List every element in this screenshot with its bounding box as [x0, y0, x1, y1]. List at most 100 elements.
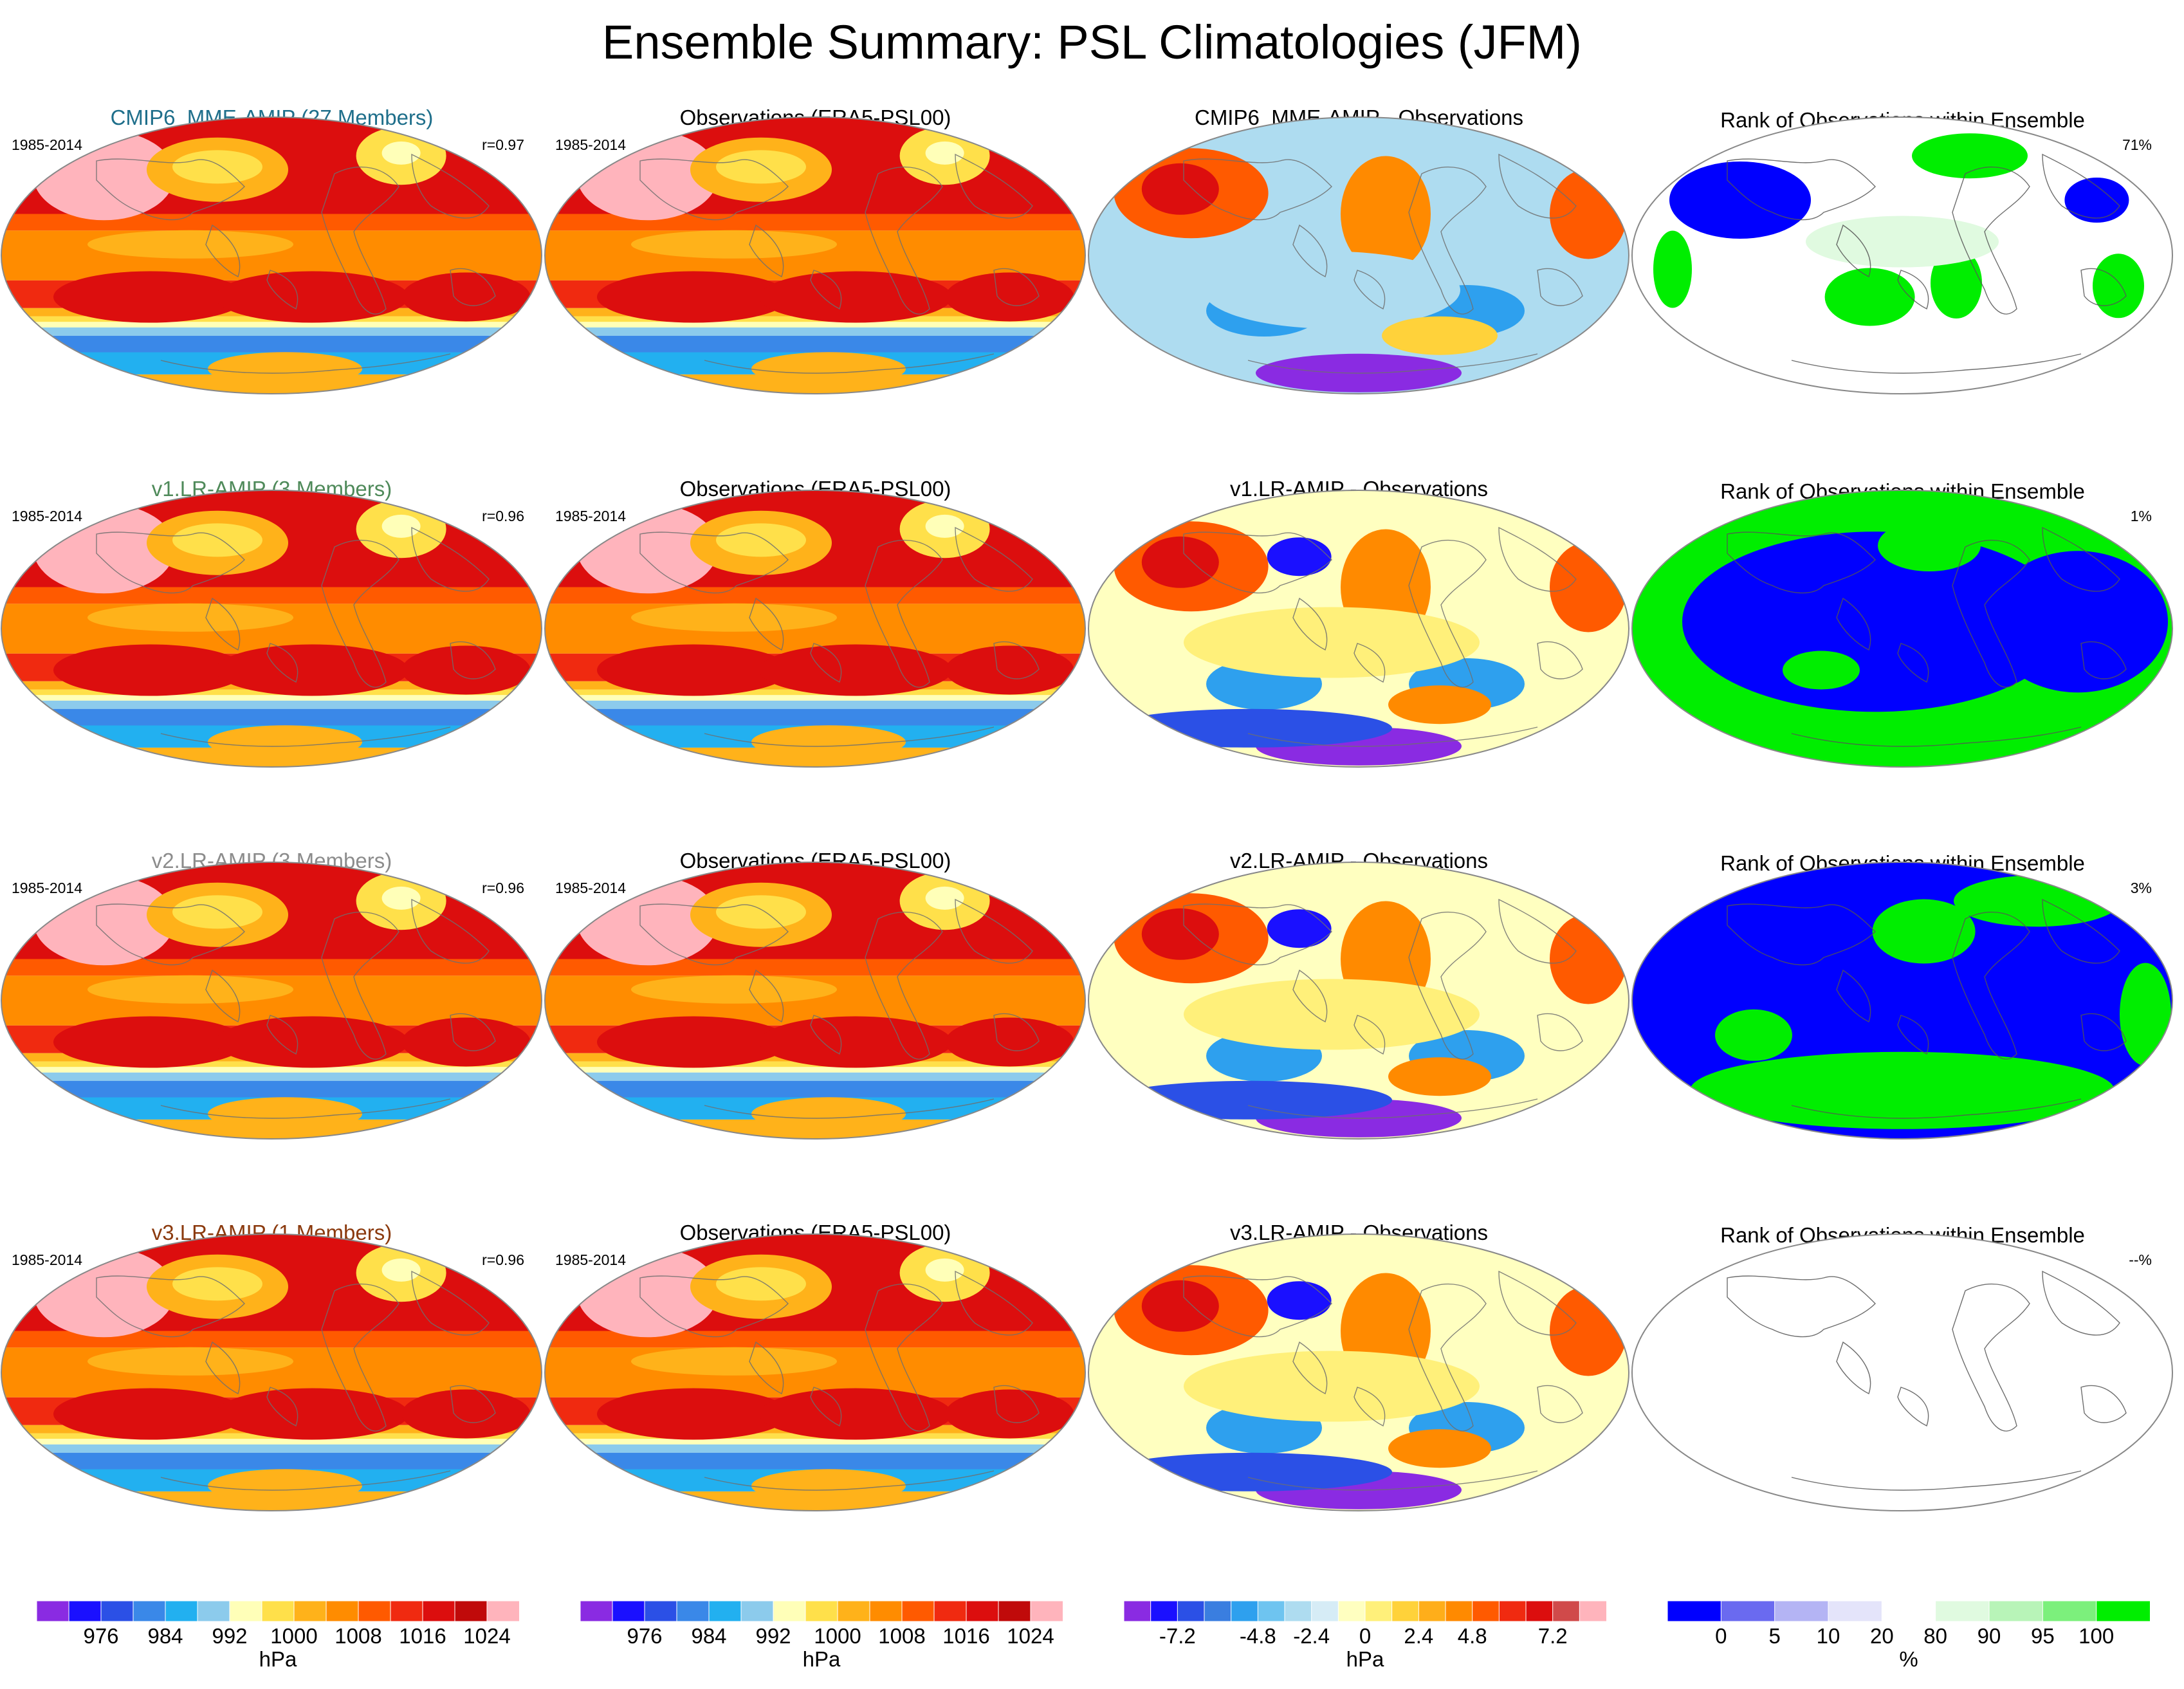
- colorbar-swatch: [1525, 1601, 1554, 1621]
- colorbar: [37, 1601, 519, 1621]
- coastline: [865, 1283, 943, 1432]
- observations-period-label: 1985-2014: [555, 1251, 626, 1268]
- difference-feature: [1109, 1452, 1392, 1491]
- colorbar-tick-label: 1016: [399, 1624, 446, 1648]
- difference-feature: [1141, 163, 1219, 215]
- colorbar-tick-label: 984: [147, 1624, 183, 1648]
- colorbar-tick-label: 7.2: [1537, 1624, 1568, 1648]
- coastline-group: [96, 1270, 496, 1491]
- psl-feature: [759, 1016, 952, 1068]
- psl-band: [545, 708, 1085, 726]
- coastline-group: [1183, 153, 1583, 374]
- psl-feature: [216, 644, 408, 696]
- coastline: [1498, 153, 1577, 219]
- colorbar-swatch: [869, 1601, 903, 1621]
- coastline: [411, 898, 490, 964]
- map-border: [1088, 116, 1629, 394]
- coastline: [993, 268, 1040, 306]
- difference-field: [1088, 1234, 1629, 1511]
- psl-feature: [381, 1258, 421, 1282]
- coastline: [96, 903, 245, 966]
- colorbar-tick-label: 0: [1359, 1624, 1372, 1648]
- coastline: [205, 1341, 241, 1394]
- colorbar-swatch: [1284, 1601, 1312, 1621]
- coastline-group: [96, 898, 496, 1119]
- psl-feature: [401, 1017, 531, 1067]
- pattern-correlation-label: r=0.96: [482, 1251, 524, 1268]
- colorbar-swatch: [901, 1601, 935, 1621]
- coastline: [2042, 1270, 2120, 1336]
- coastline: [1836, 969, 1871, 1022]
- psl-feature: [208, 1097, 362, 1131]
- rank-field: [1632, 862, 2172, 1139]
- colorbar-tick-label: 80: [1923, 1624, 1948, 1648]
- coastline: [1897, 1015, 1929, 1055]
- psl-band: [1, 700, 542, 709]
- coastline: [266, 1015, 298, 1055]
- colorbar-swatch: [580, 1601, 613, 1621]
- colorbar-unit-label: hPa: [1346, 1647, 1384, 1671]
- coastline: [1354, 270, 1386, 309]
- map-border: [544, 862, 1086, 1140]
- coastline: [955, 1270, 1033, 1336]
- coastline: [1292, 969, 1328, 1022]
- difference-feature: [1382, 316, 1498, 355]
- psl-feature: [216, 271, 408, 323]
- coastline: [1183, 158, 1332, 221]
- colorbar-swatch: [1472, 1601, 1500, 1621]
- difference-feature: [1388, 1057, 1491, 1096]
- psl-feature: [716, 1267, 806, 1301]
- coastline: [2042, 526, 2120, 592]
- psl-feature: [945, 1389, 1074, 1439]
- psl-feature: [716, 523, 806, 557]
- climatology-map-panel: [1, 490, 542, 768]
- colorbar-swatch: [197, 1601, 230, 1621]
- coastline: [704, 726, 995, 747]
- climatology-field: [1, 117, 542, 394]
- psl-feature: [597, 271, 790, 323]
- model-period-label: 1985-2014: [12, 1251, 82, 1268]
- psl-band: [545, 1439, 1085, 1444]
- rank-map-panel: [1631, 1233, 2173, 1511]
- coastline: [1247, 353, 1538, 374]
- psl-feature: [401, 272, 531, 322]
- psl-feature: [597, 1388, 790, 1440]
- pattern-correlation-label: r=0.97: [482, 136, 524, 153]
- map-border: [1, 490, 542, 768]
- observations-period-label: 1985-2014: [555, 508, 626, 524]
- colorbar-swatch: [1231, 1601, 1259, 1621]
- coastline: [1727, 158, 1876, 221]
- map-border: [544, 116, 1086, 394]
- coastline: [160, 353, 451, 374]
- coastline-group: [1183, 898, 1583, 1119]
- psl-feature: [945, 645, 1074, 695]
- psl-feature: [401, 645, 531, 695]
- psl-feature: [172, 150, 262, 184]
- colorbar-swatch: [1579, 1601, 1606, 1621]
- colorbar-swatch: [708, 1601, 742, 1621]
- coastline: [749, 969, 784, 1022]
- colorbar-tick-label: 5: [1768, 1624, 1781, 1648]
- coastline: [1408, 1283, 1487, 1432]
- rank-feature: [1653, 230, 1692, 308]
- colorbar-swatch: [1364, 1601, 1393, 1621]
- psl-feature: [87, 975, 293, 1004]
- coastline: [1498, 526, 1577, 592]
- colorbar-unit-label: %: [1899, 1647, 1918, 1671]
- colorbar-tick-label: 1016: [942, 1624, 990, 1648]
- colorbar-tick-label: 2.4: [1404, 1624, 1434, 1648]
- difference-feature: [1203, 251, 1460, 329]
- colorbar-swatch: [740, 1601, 774, 1621]
- psl-band: [1, 1439, 542, 1444]
- climatology-map-panel: [544, 1233, 1086, 1511]
- psl-feature: [401, 1389, 531, 1439]
- psl-feature: [381, 141, 421, 165]
- coastline: [1183, 903, 1332, 966]
- coastline-group: [639, 526, 1040, 747]
- coastline: [1727, 1275, 1876, 1338]
- rank-feature: [1988, 551, 2168, 693]
- difference-map-panel: [1088, 490, 1629, 768]
- colorbar-tick-label: 0: [1715, 1624, 1727, 1648]
- psl-feature: [751, 1097, 906, 1131]
- difference-feature: [1109, 1080, 1392, 1120]
